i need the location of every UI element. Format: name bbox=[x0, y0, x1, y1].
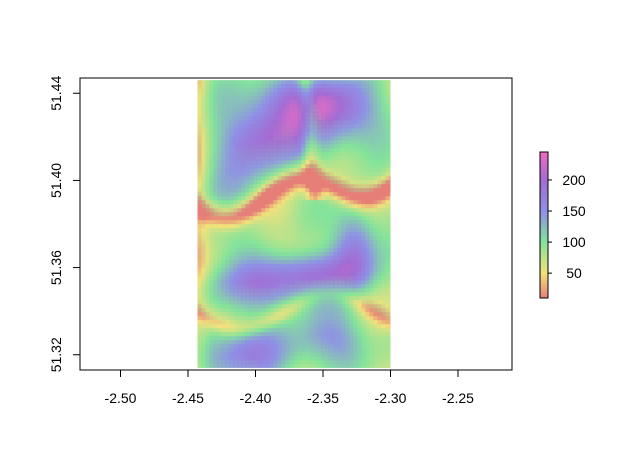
colorbar-tick-label: 50 bbox=[566, 265, 582, 281]
y-tick-label: 51.44 bbox=[48, 76, 64, 111]
colorbar-legend: 50 100 150 200 bbox=[539, 151, 586, 299]
x-tick-label: -2.40 bbox=[240, 390, 272, 406]
y-tick-label: 51.32 bbox=[48, 337, 64, 372]
colorbar-ticks: 50 100 150 200 bbox=[548, 172, 586, 281]
x-axis: -2.50 -2.45 -2.40 -2.35 -2.30 -2.25 bbox=[105, 369, 474, 406]
y-tick-label: 51.40 bbox=[48, 163, 64, 198]
colorbar-tick-label: 200 bbox=[562, 172, 586, 188]
y-tick-label: 51.36 bbox=[48, 250, 64, 285]
x-tick-label: -2.30 bbox=[375, 390, 407, 406]
x-tick-label: -2.35 bbox=[307, 390, 339, 406]
colorbar-tick-label: 150 bbox=[562, 203, 586, 219]
y-axis: 51.32 51.36 51.40 51.44 bbox=[48, 76, 81, 372]
x-tick-label: -2.45 bbox=[172, 390, 204, 406]
x-tick-label: -2.50 bbox=[105, 390, 137, 406]
x-tick-label: -2.25 bbox=[442, 390, 474, 406]
elevation-raster bbox=[197, 80, 391, 368]
colorbar-bar bbox=[539, 151, 549, 299]
colorbar-tick-label: 100 bbox=[562, 234, 586, 250]
